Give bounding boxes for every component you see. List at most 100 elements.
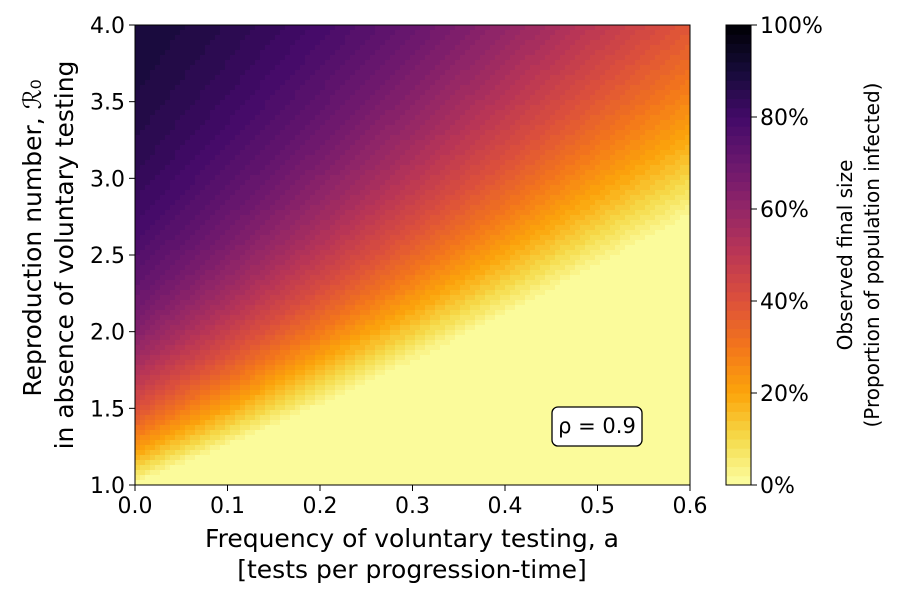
heatmap-cell <box>280 80 286 86</box>
heatmap-cell <box>170 250 176 256</box>
heatmap-cell <box>355 450 361 456</box>
heatmap-cell <box>335 160 341 166</box>
heatmap-cell <box>210 450 216 456</box>
heatmap-cell <box>300 365 306 371</box>
heatmap-cell <box>310 330 316 336</box>
heatmap-cell <box>390 385 396 391</box>
heatmap-cell <box>370 400 376 406</box>
heatmap-cell <box>220 230 226 236</box>
heatmap-cell <box>300 150 306 156</box>
heatmap-cell <box>145 35 151 41</box>
heatmap-cell <box>195 195 201 201</box>
heatmap-cell <box>240 230 246 236</box>
heatmap-cell <box>220 435 226 441</box>
heatmap-cell <box>330 475 336 481</box>
heatmap-cell <box>350 305 356 311</box>
heatmap-cell <box>275 70 281 76</box>
heatmap-cell <box>295 315 301 321</box>
heatmap-cell <box>315 150 321 156</box>
heatmap-cell <box>135 85 141 91</box>
heatmap-cell <box>160 70 166 76</box>
heatmap-cell <box>210 220 216 226</box>
heatmap-cell <box>390 285 396 291</box>
heatmap-cell <box>355 375 361 381</box>
heatmap-cell <box>160 75 166 81</box>
heatmap-cell <box>225 365 231 371</box>
heatmap-cell <box>385 325 391 331</box>
heatmap-cell <box>240 165 246 171</box>
heatmap-cell <box>330 195 336 201</box>
heatmap-cell <box>395 115 401 121</box>
heatmap-cell <box>155 310 161 316</box>
heatmap-cell <box>235 455 241 461</box>
heatmap-cell <box>195 45 201 51</box>
heatmap-cell <box>395 180 401 186</box>
heatmap-cell <box>305 35 311 41</box>
heatmap-cell <box>240 140 246 146</box>
heatmap-cell <box>365 120 371 126</box>
heatmap-cell <box>195 150 201 156</box>
heatmap-cell <box>205 210 211 216</box>
heatmap-cell <box>385 30 391 36</box>
heatmap-cell <box>350 245 356 251</box>
heatmap-cell <box>405 160 411 166</box>
heatmap-cell <box>185 370 191 376</box>
heatmap-cell <box>140 225 146 231</box>
heatmap-cell <box>245 55 251 61</box>
heatmap-cell <box>260 170 266 176</box>
heatmap-cell <box>345 435 351 441</box>
heatmap-cell <box>160 465 166 471</box>
heatmap-cell <box>165 300 171 306</box>
heatmap-cell <box>325 275 331 281</box>
heatmap-cell <box>235 120 241 126</box>
heatmap-cell <box>315 250 321 256</box>
heatmap-cell <box>250 275 256 281</box>
heatmap-cell <box>280 285 286 291</box>
heatmap-cell <box>355 305 361 311</box>
heatmap-cell <box>330 160 336 166</box>
heatmap-cell <box>370 310 376 316</box>
heatmap-cell <box>365 335 371 341</box>
heatmap-cell <box>360 225 366 231</box>
heatmap-cell <box>330 415 336 421</box>
heatmap-cell <box>340 400 346 406</box>
heatmap-cell <box>385 195 391 201</box>
heatmap-cell <box>265 25 271 31</box>
heatmap-cell <box>285 435 291 441</box>
heatmap-cell <box>180 105 186 111</box>
heatmap-cell <box>155 450 161 456</box>
heatmap-cell <box>285 100 291 106</box>
heatmap-cell <box>170 150 176 156</box>
heatmap-cell <box>365 65 371 71</box>
heatmap-cell <box>320 95 326 101</box>
heatmap-cell <box>390 460 396 466</box>
heatmap-cell <box>400 475 406 481</box>
heatmap-cell <box>280 65 286 71</box>
heatmap-cell <box>265 215 271 221</box>
heatmap-cell <box>180 75 186 81</box>
heatmap-cell <box>390 95 396 101</box>
heatmap-cell <box>305 40 311 46</box>
heatmap-cell <box>145 370 151 376</box>
heatmap-cell <box>155 220 161 226</box>
heatmap-cell <box>225 355 231 361</box>
heatmap-cell <box>330 290 336 296</box>
heatmap-cell <box>235 480 241 485</box>
heatmap-cell <box>140 355 146 361</box>
heatmap-cell <box>175 400 181 406</box>
heatmap-cell <box>330 165 336 171</box>
heatmap-cell <box>325 265 331 271</box>
heatmap-cell <box>195 170 201 176</box>
heatmap-cell <box>330 25 336 31</box>
heatmap-cell <box>290 350 296 356</box>
heatmap-cell <box>340 430 346 436</box>
heatmap-cell <box>190 335 196 341</box>
heatmap-cell <box>325 390 331 396</box>
heatmap-cell <box>165 380 171 386</box>
heatmap-cell <box>370 30 376 36</box>
heatmap-cell <box>255 250 261 256</box>
heatmap-cell <box>385 425 391 431</box>
heatmap-cell <box>375 80 381 86</box>
heatmap-cell <box>180 225 186 231</box>
heatmap-cell <box>205 170 211 176</box>
